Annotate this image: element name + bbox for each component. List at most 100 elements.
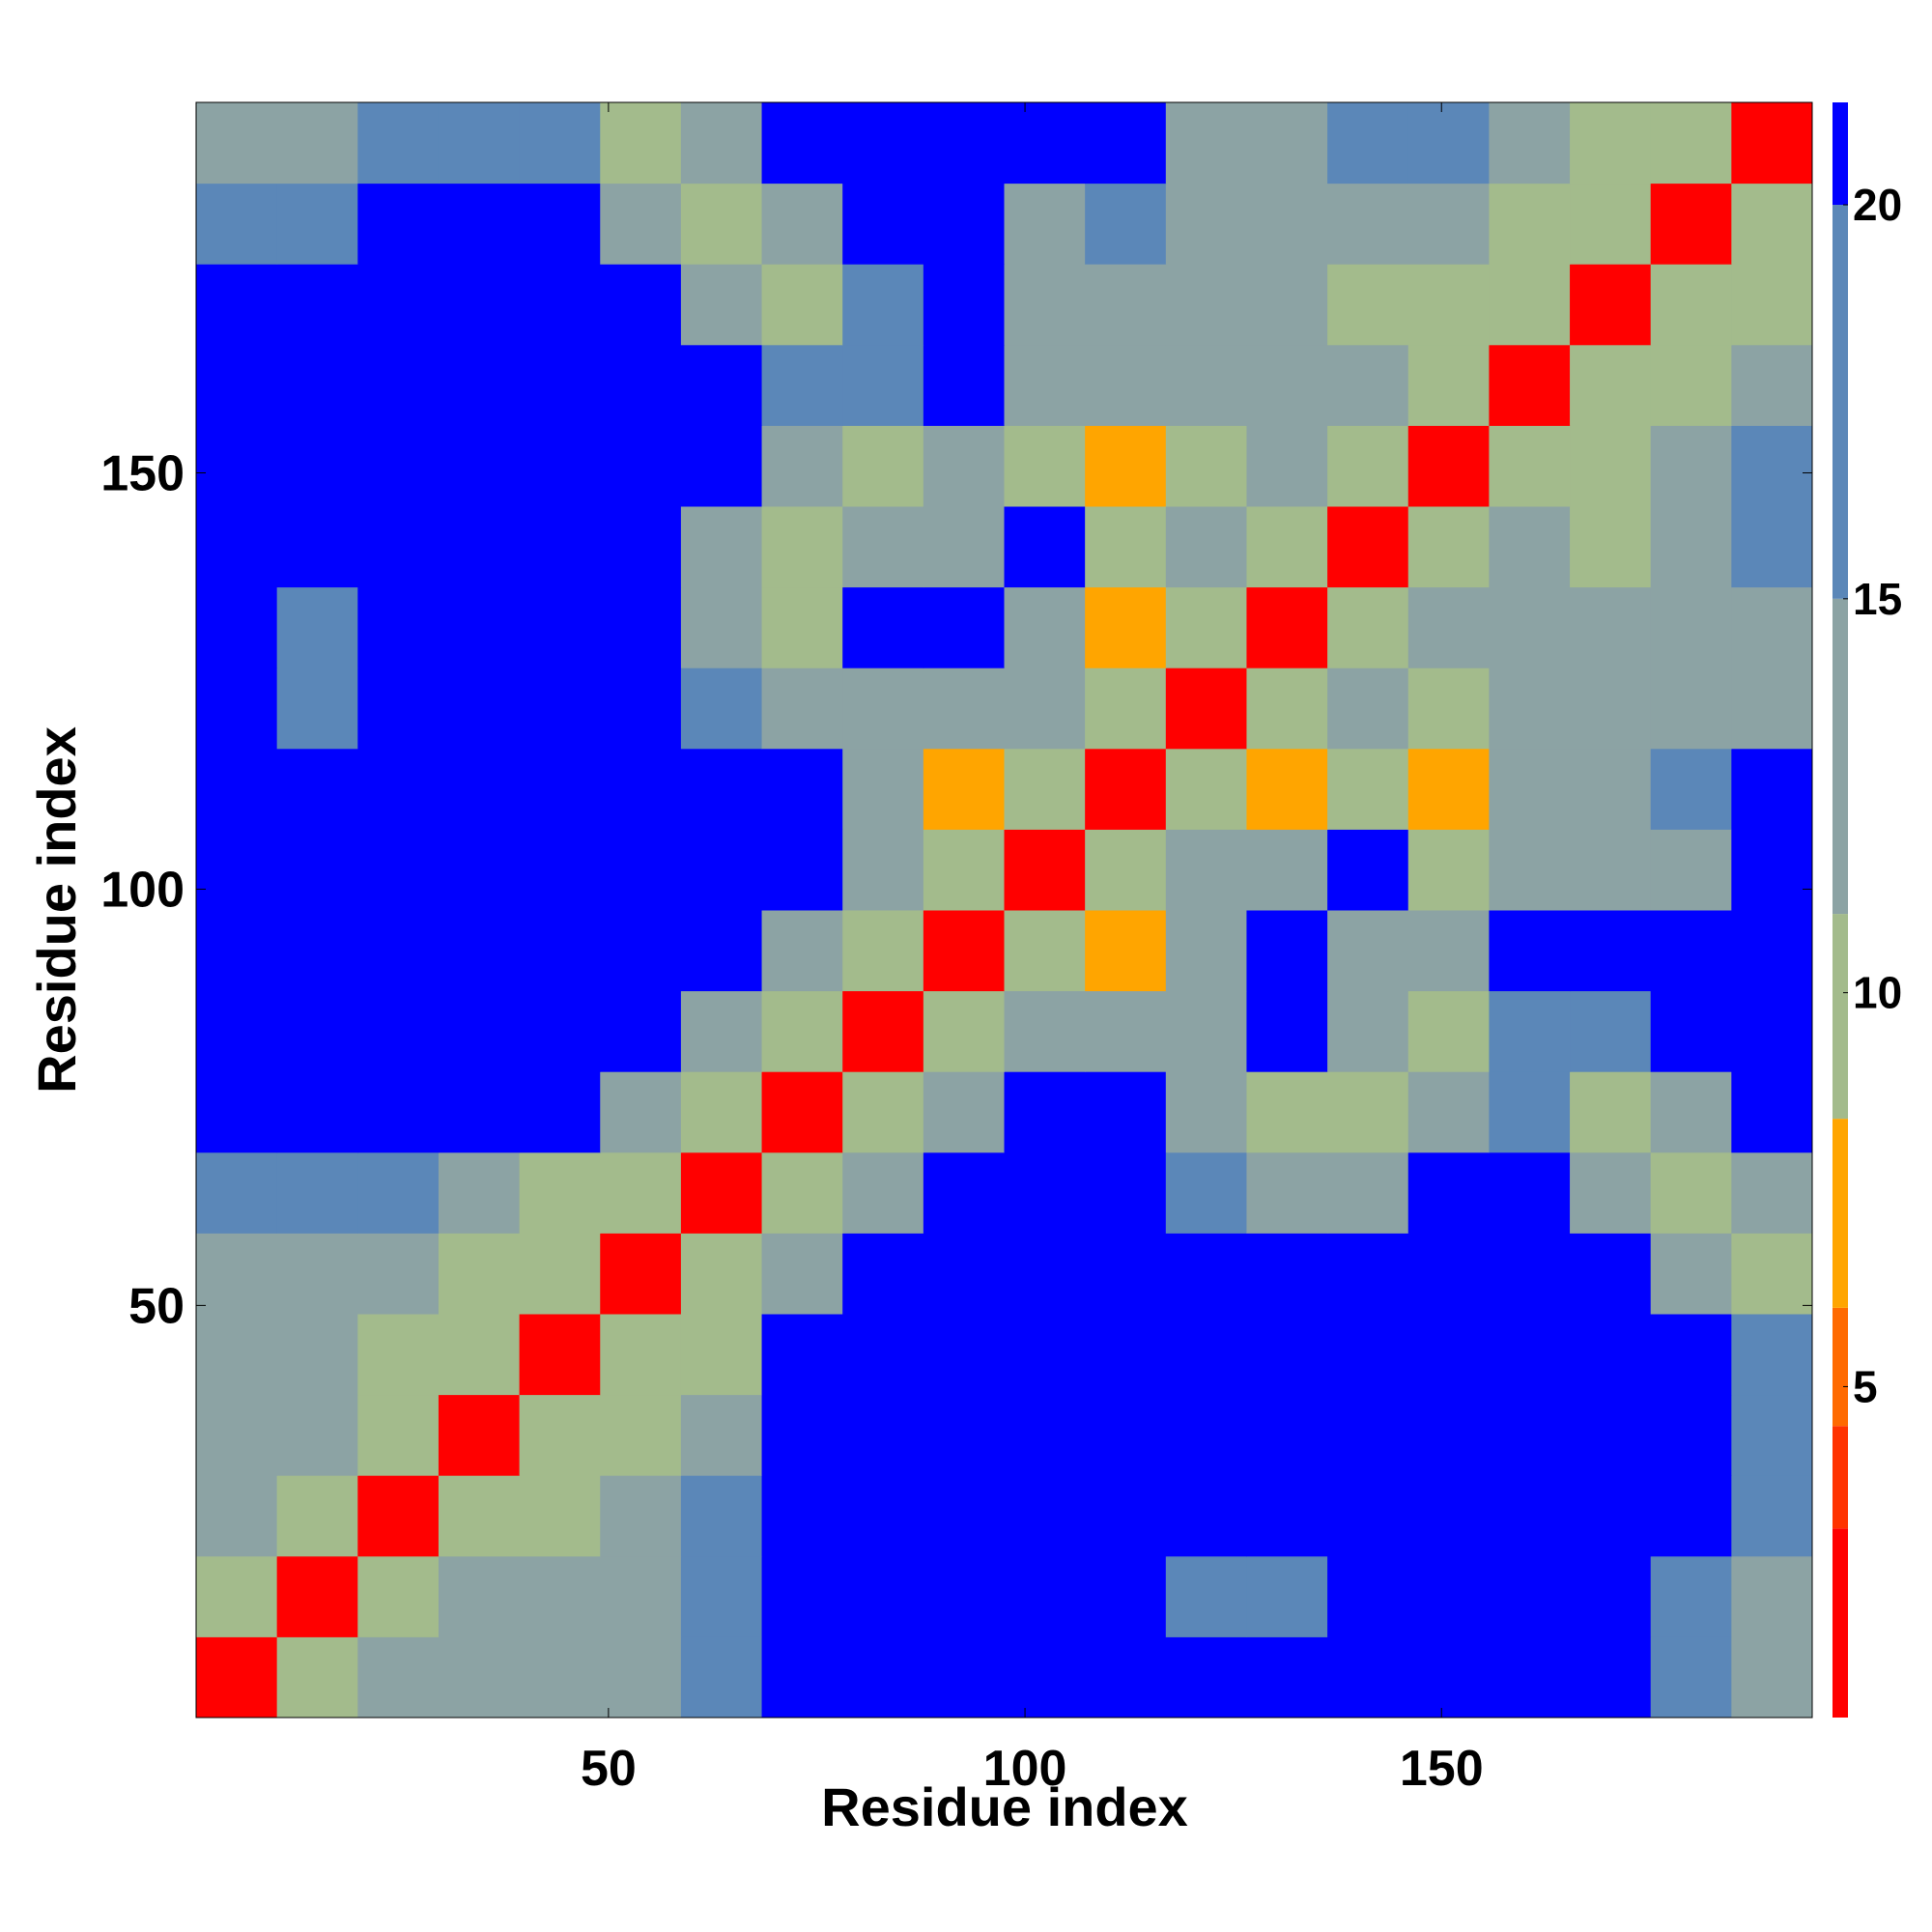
heatmap-cell	[1327, 1475, 1409, 1557]
heatmap-cell	[680, 668, 763, 750]
heatmap-cell	[357, 1233, 440, 1315]
heatmap-cell	[761, 1555, 843, 1637]
heatmap-cell	[196, 829, 278, 911]
heatmap-cell	[276, 1151, 358, 1234]
heatmap-cell	[1731, 1394, 1813, 1476]
heatmap-cell	[680, 1475, 763, 1557]
heatmap-cell	[438, 425, 521, 507]
heatmap-cell	[1246, 183, 1328, 265]
heatmap-cell	[276, 990, 358, 1072]
heatmap-cell	[1004, 1151, 1086, 1234]
heatmap-cell	[761, 1071, 843, 1153]
heatmap-cell	[519, 1555, 601, 1637]
heatmap-cell	[600, 1475, 682, 1557]
heatmap-cell	[1731, 748, 1813, 830]
heatmap-cell	[357, 1555, 440, 1637]
heatmap-cell	[276, 506, 358, 588]
colorbar-segment	[1833, 205, 1848, 599]
heatmap-cell	[600, 102, 682, 185]
heatmap-cell	[1407, 586, 1490, 668]
heatmap-cell	[600, 1394, 682, 1476]
heatmap-cell	[600, 1151, 682, 1234]
heatmap-cell	[438, 1314, 521, 1396]
heatmap-cell	[357, 102, 440, 185]
heatmap-cell	[761, 264, 843, 346]
heatmap-cell	[438, 1636, 521, 1719]
heatmap-cell	[1246, 910, 1328, 992]
heatmap-cell	[1246, 344, 1328, 426]
heatmap-cell	[196, 990, 278, 1072]
heatmap-cell	[519, 1636, 601, 1719]
heatmap-cell	[438, 1233, 521, 1315]
heatmap-cell	[761, 183, 843, 265]
heatmap-cell	[923, 990, 1005, 1072]
heatmap-cell	[1407, 1555, 1490, 1637]
colorbar-segment	[1833, 1426, 1848, 1529]
heatmap-cell	[1731, 1475, 1813, 1557]
heatmap-cell	[923, 1071, 1005, 1153]
heatmap-cell	[1570, 1555, 1652, 1637]
heatmap-cell	[519, 1394, 601, 1476]
heatmap-cell	[842, 748, 924, 830]
heatmap-cell	[1085, 344, 1167, 426]
heatmap-cell	[923, 1233, 1005, 1315]
heatmap-cell	[1570, 264, 1652, 346]
heatmap-cell	[519, 829, 601, 911]
heatmap-cell	[519, 102, 601, 185]
heatmap-cell	[842, 1151, 924, 1234]
heatmap-cell	[1570, 102, 1652, 185]
heatmap-cell	[438, 748, 521, 830]
heatmap-cell	[1731, 183, 1813, 265]
heatmap-cell	[1650, 829, 1732, 911]
heatmap-cell	[1650, 506, 1732, 588]
heatmap-cell	[276, 748, 358, 830]
heatmap-cell	[1650, 990, 1732, 1072]
heatmap-cell	[1731, 586, 1813, 668]
heatmap-cell	[923, 1475, 1005, 1557]
heatmap-cell	[842, 1394, 924, 1476]
heatmap-cell	[1004, 1475, 1086, 1557]
heatmap-cell	[357, 1636, 440, 1719]
heatmap-cell	[1489, 344, 1571, 426]
heatmap-cell	[1489, 1394, 1571, 1476]
heatmap-cell	[1570, 1636, 1652, 1719]
heatmap-cell	[1650, 425, 1732, 507]
heatmap-cell	[357, 668, 440, 750]
heatmap-cell	[357, 1475, 440, 1557]
heatmap-cell	[1165, 344, 1247, 426]
heatmap-cell	[761, 425, 843, 507]
heatmap-cell	[1650, 1314, 1732, 1396]
heatmap-cell	[276, 668, 358, 750]
heatmap-cell	[1165, 1071, 1247, 1153]
heatmap-cell	[1327, 1071, 1409, 1153]
heatmap-cell	[1004, 1233, 1086, 1315]
heatmap-cell	[923, 1314, 1005, 1396]
heatmap-cell	[1246, 1475, 1328, 1557]
colorbar-segment	[1833, 1307, 1848, 1427]
heatmap-cell	[196, 1314, 278, 1396]
heatmap-cell	[519, 1151, 601, 1234]
heatmap-cell	[519, 1475, 601, 1557]
heatmap-cell	[680, 910, 763, 992]
heatmap-cell	[1731, 668, 1813, 750]
heatmap-cell	[600, 748, 682, 830]
heatmap-cell	[1165, 586, 1247, 668]
heatmap-cell	[1246, 829, 1328, 911]
heatmap-cell	[761, 990, 843, 1072]
heatmap-cell	[519, 586, 601, 668]
heatmap-cell	[923, 344, 1005, 426]
heatmap-cell	[519, 425, 601, 507]
heatmap-cell	[438, 1475, 521, 1557]
heatmap-cell	[1489, 1314, 1571, 1396]
heatmap-cell	[1165, 990, 1247, 1072]
heatmap-cell	[1650, 668, 1732, 750]
heatmap-cell	[276, 102, 358, 185]
heatmap-cell	[1731, 1233, 1813, 1315]
heatmap-cell	[1246, 102, 1328, 185]
heatmap-cell	[600, 668, 682, 750]
heatmap-cell	[357, 183, 440, 265]
heatmap-cell	[1165, 425, 1247, 507]
heatmap-cell	[1650, 1071, 1732, 1153]
heatmap-cell	[276, 1555, 358, 1637]
heatmap-cell	[1407, 910, 1490, 992]
